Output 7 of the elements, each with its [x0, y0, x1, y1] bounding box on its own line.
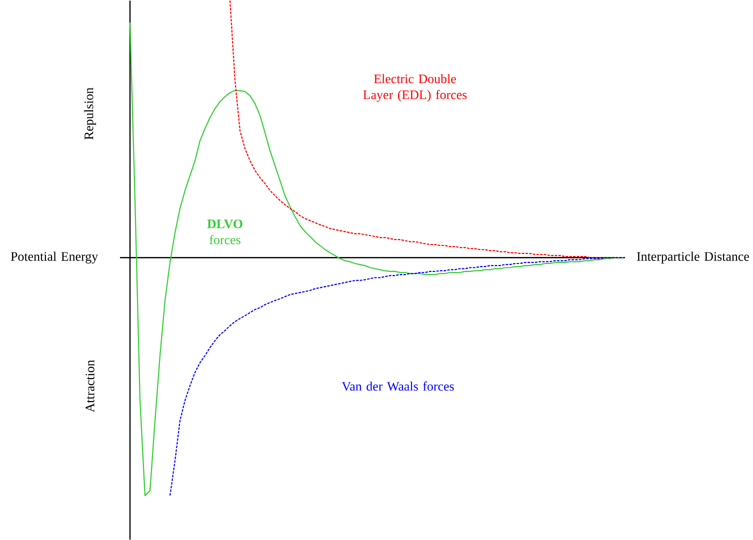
text: Van der Waals forces — [342, 381, 454, 391]
y-axis-title: Potential Energy — [10, 252, 98, 264]
text: Repulsion — [84, 88, 96, 140]
text: DLVO forces — [207, 219, 242, 244]
text: Electric Double Layer (EDL) forces — [363, 74, 467, 102]
text: Attraction — [86, 360, 94, 412]
x-axis-title: Interparticle Distance — [636, 252, 749, 264]
